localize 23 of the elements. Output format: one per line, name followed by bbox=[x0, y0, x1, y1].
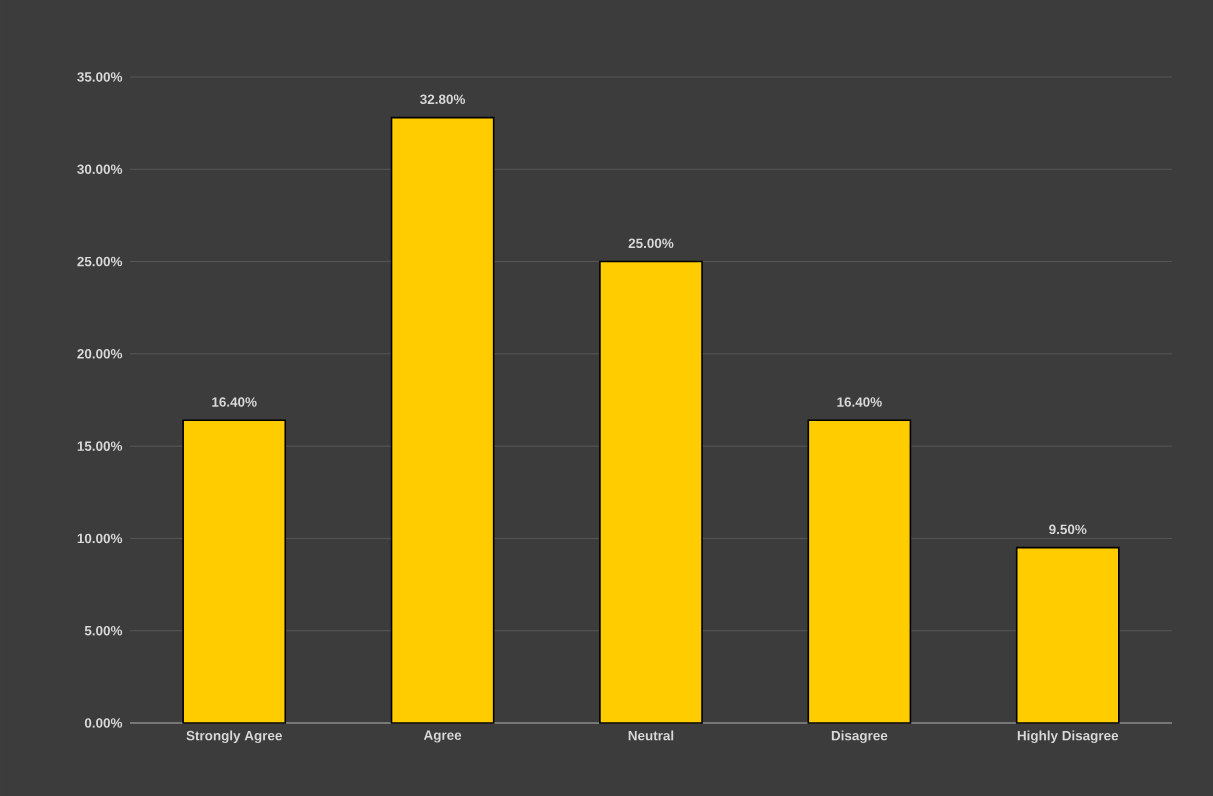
bar bbox=[390, 116, 495, 724]
data-label: 25.00% bbox=[628, 238, 674, 249]
bar bbox=[1015, 546, 1120, 724]
y-tick-label: 35.00% bbox=[77, 72, 123, 82]
x-tick-label: Highly Disagree bbox=[1017, 730, 1119, 744]
y-tick-label: 25.00% bbox=[77, 256, 123, 267]
bar bbox=[599, 260, 703, 724]
y-tick-label: 10.00% bbox=[77, 533, 123, 544]
data-label: 32.80% bbox=[420, 94, 466, 105]
data-label: 16.40% bbox=[212, 397, 257, 407]
x-tick-label: Neutral bbox=[628, 730, 674, 741]
y-tick-label: 20.00% bbox=[77, 349, 123, 359]
bar bbox=[182, 419, 287, 724]
x-tick-label: Strongly Agree bbox=[186, 730, 282, 744]
y-tick-label: 5.00% bbox=[84, 625, 123, 636]
bar bbox=[807, 419, 912, 724]
x-tick-label: Disagree bbox=[831, 730, 888, 744]
data-label: 9.50% bbox=[1049, 524, 1087, 535]
y-tick-label: 0.00% bbox=[84, 718, 123, 728]
x-tick-label: Agree bbox=[423, 730, 462, 743]
data-label: 16.40% bbox=[837, 397, 882, 407]
y-tick-label: 15.00% bbox=[77, 441, 123, 451]
y-tick-label: 30.00% bbox=[77, 164, 123, 175]
